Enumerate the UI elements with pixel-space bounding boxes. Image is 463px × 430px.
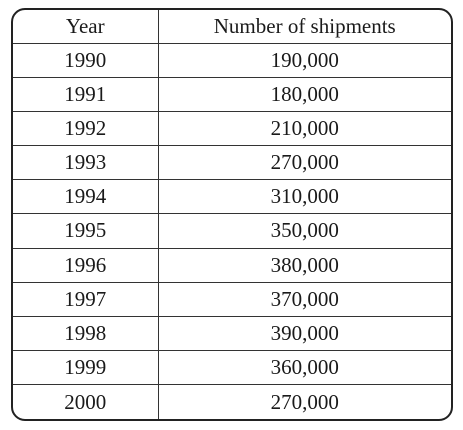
cell-shipments: 270,000 xyxy=(157,384,451,419)
shipments-table: Year Number of shipments 1990 190,000 1991… xyxy=(13,10,451,419)
cell-year: 1995 xyxy=(13,213,158,249)
cell-shipments: 180,000 xyxy=(157,76,451,112)
cell-year: 1997 xyxy=(13,281,158,317)
cell-year: 1990 xyxy=(13,42,158,78)
cell-shipments: 270,000 xyxy=(157,145,451,180)
table-row: 1993 270,000 xyxy=(13,145,451,180)
table-header-row: Year Number of shipments xyxy=(13,10,451,43)
cell-shipments: 390,000 xyxy=(157,315,451,351)
cell-shipments: 380,000 xyxy=(157,247,451,283)
cell-shipments: 310,000 xyxy=(157,179,451,214)
cell-shipments: 190,000 xyxy=(157,42,451,78)
table-row: 1999 360,000 xyxy=(13,350,451,385)
table-row: 1991 180,000 xyxy=(13,76,451,112)
table-row: 1997 370,000 xyxy=(13,281,451,317)
cell-year: 1993 xyxy=(13,145,158,180)
cell-year: 1999 xyxy=(13,350,158,385)
table-row: 1996 380,000 xyxy=(13,247,451,283)
column-header-shipments: Number of shipments xyxy=(157,10,451,43)
cell-year: 1991 xyxy=(13,76,158,112)
table-row: 1995 350,000 xyxy=(13,213,451,249)
cell-year: 2000 xyxy=(13,384,158,419)
cell-year: 1994 xyxy=(13,179,158,214)
table-row: 1998 390,000 xyxy=(13,315,451,351)
cell-shipments: 210,000 xyxy=(157,110,451,146)
cell-year: 1992 xyxy=(13,110,158,146)
column-header-year: Year xyxy=(65,13,105,38)
shipments-table-frame: Year Number of shipments 1990 190,000 1991… xyxy=(11,8,453,421)
table-row: 2000 270,000 xyxy=(13,384,451,419)
cell-shipments: 370,000 xyxy=(157,281,451,317)
cell-year: 1998 xyxy=(13,315,158,351)
table-row: 1990 190,000 xyxy=(13,42,451,78)
table-body: 1990 190,000 1991 180,000 1992 210,000 1993 270… xyxy=(13,42,451,419)
cell-shipments: 360,000 xyxy=(157,350,451,385)
cell-year: 1996 xyxy=(13,247,158,283)
table-row: 1992 210,000 xyxy=(13,110,451,146)
cell-shipments: 350,000 xyxy=(157,213,451,249)
table-row: 1994 310,000 xyxy=(13,179,451,214)
